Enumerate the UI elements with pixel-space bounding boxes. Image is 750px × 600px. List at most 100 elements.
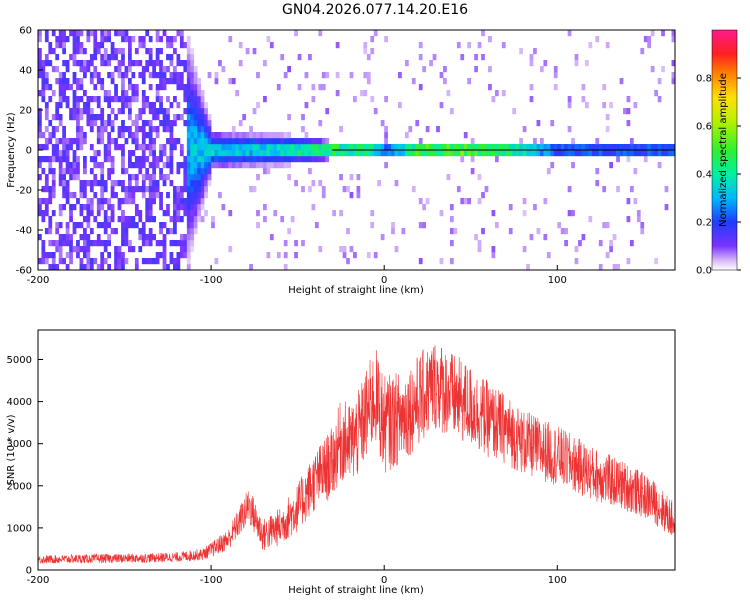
spectrogram-cell xyxy=(72,168,77,175)
spectrogram-y-tick-label: 60 xyxy=(19,26,32,37)
spectrogram-cell xyxy=(339,144,343,151)
spectrogram-cell xyxy=(325,144,330,151)
spectrogram-cell xyxy=(245,138,250,145)
spectrogram-cell xyxy=(55,240,60,247)
spectrogram-cell xyxy=(69,162,73,169)
spectrogram-y-tick-label: -40 xyxy=(16,226,32,237)
spectrogram-cell xyxy=(128,78,132,85)
spectrogram-cell xyxy=(169,78,174,85)
spectrogram-cell xyxy=(169,168,174,175)
spectrogram-cell xyxy=(543,144,548,151)
spectrogram-cell xyxy=(384,144,388,151)
spectrogram-cell xyxy=(557,222,562,229)
spectrogram-cell xyxy=(449,204,454,211)
spectrogram-cell xyxy=(93,36,98,43)
spectrogram-cell xyxy=(107,72,111,79)
spectrogram-cell xyxy=(494,222,499,229)
spectrogram-cell xyxy=(121,72,125,79)
spectrogram-cell xyxy=(356,144,361,151)
spectrogram-cell xyxy=(404,132,409,139)
spectrogram-cell xyxy=(200,120,205,127)
spectrogram-cell xyxy=(249,156,253,163)
spectrogram-cell xyxy=(453,228,458,235)
spectrogram-cell xyxy=(190,168,195,175)
spectrogram-cell xyxy=(38,126,42,133)
spectrogram-cell xyxy=(536,150,541,157)
spectrogram-cell xyxy=(294,150,298,157)
spectrogram-y-tick-label: 40 xyxy=(19,66,32,77)
spectrogram-cell xyxy=(83,228,87,235)
spectrogram-cell xyxy=(173,114,177,121)
spectrogram-cell xyxy=(190,210,195,217)
spectrogram-cell xyxy=(363,150,368,157)
spectrogram-cell xyxy=(93,84,98,91)
spectrogram-cell xyxy=(449,258,454,265)
spectrogram-cell xyxy=(619,150,624,157)
spectrogram-cell xyxy=(193,126,198,133)
spectrogram-cell xyxy=(183,60,188,67)
spectrogram-cell xyxy=(664,204,669,211)
spectrogram-cell xyxy=(207,126,212,133)
spectrogram-cell xyxy=(595,144,600,151)
spectrogram-cell xyxy=(100,114,105,121)
spectrogram-cell xyxy=(162,72,167,79)
spectrogram-cell xyxy=(65,222,70,229)
spectrogram-cell xyxy=(598,150,603,157)
spectrogram-cell xyxy=(176,72,181,79)
spectrogram-cell xyxy=(110,48,115,55)
spectrogram-cell xyxy=(100,138,105,145)
spectrogram-cell xyxy=(456,150,461,157)
spectrogram-cell xyxy=(100,174,105,181)
spectrogram-cell xyxy=(449,108,454,115)
spectrogram-cell xyxy=(418,198,423,205)
spectrogram-cell xyxy=(141,108,146,115)
spectrogram-cell xyxy=(162,84,167,91)
spectrogram-cell xyxy=(103,60,108,67)
spectrogram-cell xyxy=(488,150,492,157)
spectrogram-cell xyxy=(145,258,150,265)
spectrogram-cell xyxy=(287,66,292,73)
spectrogram-cell xyxy=(481,192,485,199)
spectrogram-cell xyxy=(349,150,354,157)
spectrogram-cell xyxy=(224,132,229,139)
spectrogram-cell xyxy=(449,144,454,151)
spectrogram-cell xyxy=(107,114,111,121)
spectrogram-cell xyxy=(107,144,111,151)
spectrogram-cell xyxy=(159,96,163,103)
colorbar-tick-label: 0.0 xyxy=(696,266,712,277)
spectrogram-cell xyxy=(557,150,562,157)
spectrogram-cell xyxy=(176,210,181,217)
spectrogram-cell xyxy=(193,78,198,85)
spectrogram-cell xyxy=(62,234,66,241)
spectrogram-cell xyxy=(38,60,42,67)
spectrogram-cell xyxy=(643,156,648,163)
spectrogram-cell xyxy=(41,252,46,259)
spectrogram-cell xyxy=(89,114,94,121)
spectrogram-cell xyxy=(76,138,80,145)
spectrogram-cell xyxy=(491,144,496,151)
spectrogram-cell xyxy=(141,192,146,199)
spectrogram-cell xyxy=(207,168,212,175)
spectrogram-cell xyxy=(100,198,105,205)
spectrogram-cell xyxy=(117,108,122,115)
spectrogram-cell xyxy=(183,186,188,193)
spectrogram-cell xyxy=(197,168,202,175)
spectrogram-cell xyxy=(51,30,56,37)
spectrogram-cell xyxy=(467,198,472,205)
spectrogram-cell xyxy=(51,150,56,157)
spectrogram-cell xyxy=(564,240,568,247)
spectrogram-cell xyxy=(553,84,558,91)
spectrogram-cell xyxy=(602,222,607,229)
spectrogram-cell xyxy=(311,138,316,145)
spectrogram-cell xyxy=(204,150,208,157)
spectrogram-cell xyxy=(235,90,240,97)
spectrogram-cell xyxy=(176,30,181,37)
spectrogram-cell xyxy=(529,234,534,241)
spectrogram-cell xyxy=(62,90,66,97)
spectrogram-cell xyxy=(269,150,274,157)
spectrogram-cell xyxy=(41,132,46,139)
spectrogram-cell xyxy=(76,168,80,175)
spectrogram-cell xyxy=(41,72,46,79)
spectrogram-cell xyxy=(124,30,129,37)
spectrogram-cell xyxy=(58,96,63,103)
